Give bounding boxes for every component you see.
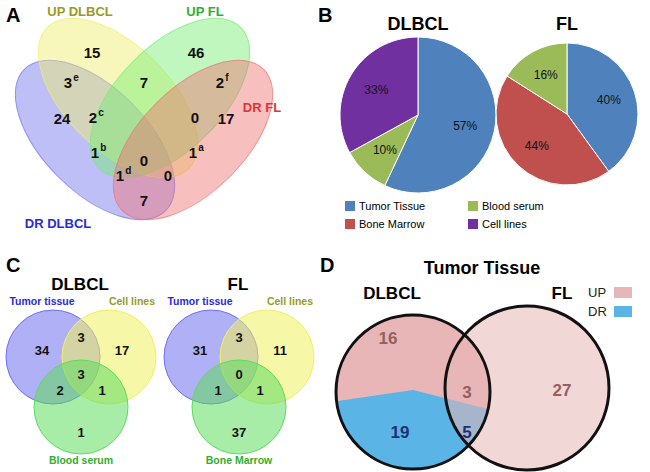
legend-label: Bone Marrow xyxy=(359,218,424,230)
legend-label: Blood serum xyxy=(482,200,544,212)
venn-title: Tumor Tissue xyxy=(424,258,540,278)
venn-sets xyxy=(164,310,314,454)
region-count: 1 xyxy=(91,144,99,161)
region-count: 27 xyxy=(553,381,572,400)
data-label: 57% xyxy=(453,119,477,133)
region-count: 19 xyxy=(391,423,410,442)
region-superscript: b xyxy=(100,142,106,153)
panel-letter: B xyxy=(318,4,332,26)
panel-letter: A xyxy=(6,4,20,26)
legend-label: UP xyxy=(588,285,606,300)
set-circle xyxy=(34,360,128,454)
region-superscript: f xyxy=(225,72,229,83)
region-count: 3 xyxy=(77,330,84,345)
set-label: DR DLBCL xyxy=(25,216,91,231)
set-circle xyxy=(192,360,286,454)
set-outline xyxy=(445,306,609,470)
set-label: Tumor tissue xyxy=(9,295,74,307)
region-count: 7 xyxy=(140,74,148,91)
region-count: 2 xyxy=(56,383,63,398)
legend-swatch xyxy=(614,287,632,298)
region-count: 1 xyxy=(214,383,221,398)
set-label: FL xyxy=(552,284,573,303)
region-count: 2 xyxy=(216,74,224,91)
legend-swatch xyxy=(345,219,355,229)
region-count: 37 xyxy=(232,425,246,440)
region-count: 31 xyxy=(193,343,207,358)
region-superscript: d xyxy=(125,165,131,176)
legend-label: Tumor Tissue xyxy=(359,200,425,212)
legend-swatch xyxy=(614,306,632,317)
set-label: DR FL xyxy=(243,100,281,115)
region-superscript: a xyxy=(198,142,204,153)
region-count: 2 xyxy=(89,109,97,126)
panel-letter: D xyxy=(320,254,334,276)
venn-sets xyxy=(6,310,156,454)
pie-slices xyxy=(340,37,496,193)
region-count: 46 xyxy=(188,44,205,61)
venn-sets xyxy=(330,306,609,472)
region-count: 15 xyxy=(84,44,101,61)
region-count: 1 xyxy=(77,425,84,440)
region-count: 24 xyxy=(54,110,71,127)
data-label: 44% xyxy=(525,139,549,153)
legend-swatch xyxy=(345,201,355,211)
set-label: UP DLBCL xyxy=(47,4,113,19)
panel-letter: C xyxy=(6,254,20,276)
region-count: 0 xyxy=(140,152,148,169)
set-label: Cell lines xyxy=(109,295,155,307)
set-ellipse xyxy=(86,33,301,248)
region-count: 0 xyxy=(235,367,242,382)
region-count: 17 xyxy=(115,343,129,358)
pie-slices xyxy=(496,43,638,185)
data-label: 16% xyxy=(534,68,558,82)
legend-swatch xyxy=(468,201,478,211)
region-count: 3 xyxy=(235,330,242,345)
pie-slice xyxy=(340,37,418,153)
region-count: 3 xyxy=(77,367,84,382)
region-count: 5 xyxy=(462,423,471,442)
region-count: 11 xyxy=(273,343,287,358)
pie-title: FL xyxy=(556,14,578,34)
pie-slice xyxy=(507,43,567,114)
region-count: 1 xyxy=(256,383,263,398)
set-label: UP FL xyxy=(186,4,223,19)
region-count: 17 xyxy=(218,110,235,127)
region-superscript: c xyxy=(98,107,104,118)
region-count: 1 xyxy=(189,144,197,161)
set-label: DLBCL xyxy=(363,284,421,303)
region-count: 1 xyxy=(98,383,105,398)
region-count: 7 xyxy=(140,192,148,209)
region-count: 3 xyxy=(462,383,471,402)
region-count: 16 xyxy=(379,329,398,348)
region-count: 34 xyxy=(35,343,50,358)
venn-title: DLBCL xyxy=(51,275,109,294)
legend-label: DR xyxy=(588,304,607,319)
data-label: 10% xyxy=(373,143,397,157)
region-count: 3 xyxy=(64,74,72,91)
data-label: 40% xyxy=(597,93,621,107)
figure: ADR DLBCLUP DLBCLUP FLDR FL241546173e72f… xyxy=(0,0,650,472)
venn-sets xyxy=(0,0,300,247)
legend-swatch xyxy=(468,219,478,229)
pie-title: DLBCL xyxy=(388,14,449,34)
data-label: 33% xyxy=(364,83,388,97)
venn-title: FL xyxy=(228,275,249,294)
set-label: Blood serum xyxy=(49,454,113,466)
region-count: 0 xyxy=(191,109,199,126)
set-label: Tumor tissue xyxy=(167,295,232,307)
region-count: 1 xyxy=(116,167,124,184)
set-label: Bone Marrow xyxy=(206,454,273,466)
region-superscript: e xyxy=(73,72,79,83)
region-count: 0 xyxy=(164,167,172,184)
set-fill xyxy=(445,306,609,470)
legend-label: Cell lines xyxy=(482,218,527,230)
set-label: Cell lines xyxy=(267,295,313,307)
